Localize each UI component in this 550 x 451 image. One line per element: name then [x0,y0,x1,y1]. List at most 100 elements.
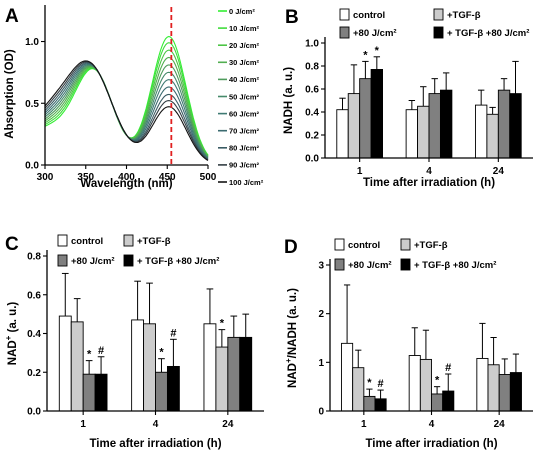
y-tick-label: 3 [318,261,324,272]
legend-swatch-0 [57,234,68,247]
legend-label-0: control [348,240,380,251]
bar-3-0 [94,373,108,412]
significance-mark: * [363,49,368,61]
legend-label-7: 70 J/cm² [229,127,260,136]
legend-swatch-1 [433,8,444,21]
significance-mark: * [220,318,225,330]
significance-mark: * [87,349,92,361]
bar-1-0 [70,321,84,412]
y-tick-label: 2 [318,309,324,320]
legend-label-8: 80 J/cm² [229,144,260,153]
bar-1-1 [143,323,156,412]
legend-label-3: 30 J/cm² [229,58,260,67]
legend-label-2: 20 J/cm² [229,41,260,50]
legend-label-3: + TGF-β +80 J/cm² [414,260,496,271]
legend-label-5: 50 J/cm² [229,92,260,101]
significance-mark: # [170,327,176,339]
bar-2-2 [498,374,511,412]
bar-1-2 [486,113,499,159]
bar-3-1 [439,89,453,159]
y-axis-label-superscript: + [4,335,13,340]
x-tick-label: 24 [222,419,234,430]
bar-3-0 [370,68,383,159]
x-tick-label: 4 [426,166,432,177]
bar-3-2 [239,336,253,412]
bar-1-1 [417,105,430,159]
bar-0-1 [405,109,419,159]
series-line-10 [44,60,209,161]
x-tick-label: 350 [77,172,94,183]
y-tick-label: 0 [318,407,324,418]
x-tick-label: 500 [200,172,217,183]
bar-2-0 [359,78,372,159]
y-tick-label: 0.4 [27,329,41,340]
bar-0-1 [131,319,145,412]
y-axis-label: NADH (a. u.) [283,67,295,134]
significance-mark: * [435,375,440,387]
legend-label-3: + TGF-β +80 J/cm² [137,256,219,267]
legend-swatch-0 [339,8,350,21]
bar-0-1 [408,355,421,412]
bar-1-0 [347,93,361,159]
y-axis-label-rest: /NADH (a. u.) [287,288,299,358]
significance-mark: * [375,45,380,57]
x-tick-label: 24 [493,166,505,177]
significance-mark: * [367,377,372,389]
x-axis-label: Wavelength (nm) [80,178,172,190]
bar-0-0 [336,109,349,159]
panel-d: * # * #0 1 2 3 1 4 24 Time after irradiation (h) NA… [284,238,533,450]
y-tick-label: 1 [318,358,324,369]
bar-3-1 [166,365,180,412]
legend-label-2: +80 J/cm² [348,260,392,271]
panel-letter-b: B [285,7,299,28]
x-tick-label: 400 [118,172,135,183]
legend-swatch-3 [400,258,411,271]
legend-swatch-1 [400,238,411,251]
x-tick-label: 450 [159,172,176,183]
x-tick-label: 1 [80,419,86,430]
bar-0-2 [203,323,217,412]
significance-mark: # [445,362,451,374]
y-tick-label: 0.2 [305,131,319,142]
x-tick-label: 1 [357,166,363,177]
legend-swatch-0 [334,238,345,251]
x-tick-label: 4 [429,419,435,430]
x-axis-label: Time after irradiation (h) [89,438,221,450]
legend-label-6: 60 J/cm² [229,109,260,118]
y-tick-label: 0.6 [27,290,41,301]
bar-2-2 [227,336,241,412]
x-axis-label: Time after irradiation (h) [365,438,497,450]
y-tick-label: 0.6 [305,85,319,96]
y-tick-label: 0.0 [25,161,39,172]
bar-1-1 [419,358,432,412]
legend-label-0: 0 J/cm² [229,7,255,16]
significance-mark: # [378,378,384,390]
legend-swatch-1 [123,234,134,247]
panel-letter-d: D [284,237,298,258]
legend-label-9: 90 J/cm² [229,161,260,170]
panel-letter-c: C [5,234,19,255]
y-tick-label: 0.5 [25,99,39,110]
bar-2-1 [155,371,168,412]
y-tick-label: 0.0 [27,407,41,418]
bar-2-2 [497,89,511,159]
bar-1-2 [215,346,229,412]
legend-label-2: +80 J/cm² [71,256,115,267]
legend-label-4: 40 J/cm² [229,75,260,84]
x-tick-label: 24 [494,419,506,430]
y-axis-label: Absorption (OD) [4,49,16,139]
bar-0-0 [341,342,354,412]
panel-letter-a: A [5,6,19,27]
bar-3-2 [509,93,522,159]
bar-3-2 [509,372,522,412]
bar-2-0 [363,395,376,412]
bar-1-2 [487,364,500,412]
y-axis-label-superscript: + [284,358,293,363]
legend-label-1: +TGF-β [414,240,448,251]
bar-2-1 [431,393,444,412]
significance-mark: * [159,347,164,359]
x-tick-label: 1 [361,419,367,430]
y-tick-label: 0.4 [305,108,319,119]
